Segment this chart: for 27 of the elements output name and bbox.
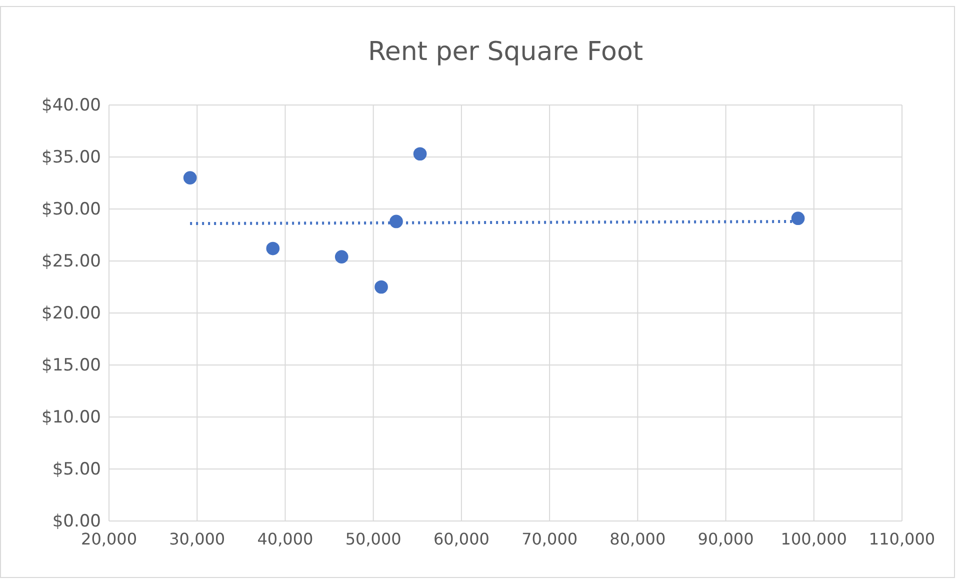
point (791, 212, 805, 226)
x-tick-label: 50,000 (345, 529, 402, 548)
x-tick-label: 70,000 (522, 529, 578, 548)
chart-title: Rent per Square Foot (368, 37, 644, 67)
x-tick-label: 90,000 (698, 529, 754, 548)
y-tick-label: $10.00 (42, 407, 101, 428)
y-tick-label: $35.00 (42, 147, 101, 168)
y-tick-label: $25.00 (42, 251, 101, 272)
point (334, 250, 348, 264)
y-tick-label: $40.00 (42, 95, 101, 116)
y-tick-label: $20.00 (42, 303, 101, 324)
y-tick-label: $0.00 (52, 511, 101, 532)
x-tick-label: 20,000 (81, 529, 137, 548)
point (183, 171, 197, 184)
y-tick-label: $15.00 (42, 355, 101, 376)
point (266, 242, 280, 256)
x-tick-label: 80,000 (610, 529, 666, 548)
y-tick-label: $5.00 (52, 459, 101, 480)
x-tick-label: 40,000 (257, 529, 314, 548)
y-tick-label: $30.00 (42, 199, 101, 220)
point (413, 147, 427, 161)
x-tick-label: 110,000 (868, 529, 936, 548)
x-tick-label: 60,000 (433, 529, 490, 548)
x-tick-label: 30,000 (169, 529, 226, 548)
point (374, 280, 388, 294)
x-tick-label: 100,000 (780, 529, 847, 548)
point (390, 214, 403, 228)
